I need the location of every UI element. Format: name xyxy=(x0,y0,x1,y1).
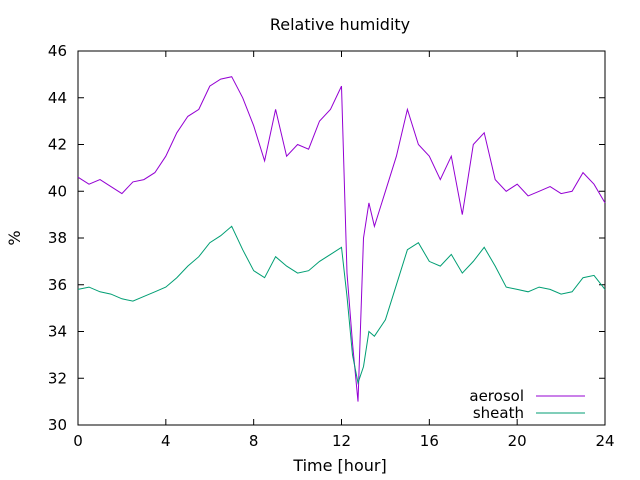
y-tick-label: 30 xyxy=(48,416,67,434)
x-axis-label: Time [hour] xyxy=(292,456,386,475)
y-tick-label: 36 xyxy=(48,276,67,294)
plot-frame xyxy=(77,50,606,426)
chart-title: Relative humidity xyxy=(270,15,410,34)
y-tick-label: 40 xyxy=(48,182,67,200)
axis-ticks: 0 4 8 12 16 20 24 30 32 34 36 38 40 42 44 46 xyxy=(48,42,615,450)
y-tick-label: 32 xyxy=(48,369,67,387)
x-tick-label: 8 xyxy=(249,432,259,450)
series-lines xyxy=(77,76,606,402)
y-tick-label: 38 xyxy=(48,229,67,247)
y-tick-label: 42 xyxy=(48,136,67,154)
series-line-sheath xyxy=(77,225,606,385)
y-tick-label: 44 xyxy=(48,89,67,107)
y-axis-label: % xyxy=(5,230,24,245)
legend-label-sheath: sheath xyxy=(473,404,524,422)
x-tick-label: 4 xyxy=(161,432,171,450)
x-tick-label: 16 xyxy=(420,432,439,450)
series-line-aerosol xyxy=(77,76,606,402)
y-tick-label: 34 xyxy=(48,323,67,341)
x-tick-label: 0 xyxy=(73,432,83,450)
x-tick-label: 12 xyxy=(332,432,351,450)
y-tick-label: 46 xyxy=(48,42,67,60)
x-tick-label: 24 xyxy=(595,432,614,450)
legend-label-aerosol: aerosol xyxy=(469,387,524,405)
x-tick-label: 20 xyxy=(508,432,527,450)
